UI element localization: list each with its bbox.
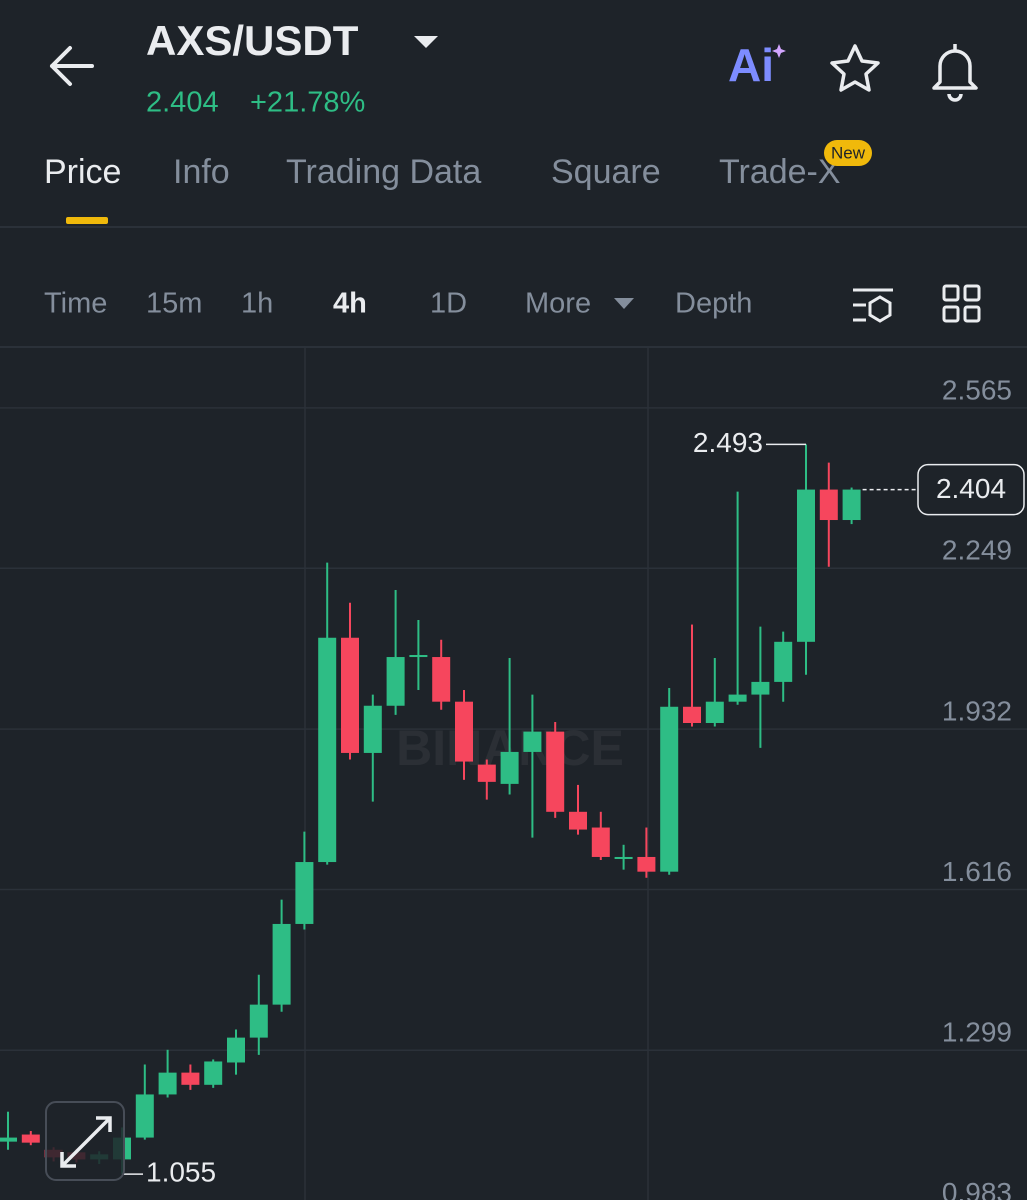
candle-body — [0, 1137, 17, 1142]
interval[interactable]: 1D — [430, 288, 467, 320]
candle-body — [455, 701, 473, 762]
y-tick-label: 2.565 — [942, 374, 1012, 405]
ai-button[interactable]: Ai — [728, 39, 786, 91]
new-badge-text: New — [831, 143, 866, 162]
candle-body — [135, 1094, 154, 1138]
pair-title[interactable]: AXS/USDT — [146, 17, 359, 64]
candle-body — [432, 657, 451, 702]
candle-body — [797, 489, 815, 642]
interval[interactable]: 4h — [333, 288, 367, 320]
new-badge — [824, 140, 872, 166]
candle-body — [363, 705, 382, 753]
layout-cell — [963, 305, 981, 323]
indicator-settings[interactable] — [853, 288, 893, 323]
candle-body — [774, 641, 793, 682]
layout-button[interactable] — [942, 284, 981, 323]
candle-body — [477, 764, 496, 782]
candle-body — [546, 731, 565, 812]
notification-button[interactable] — [932, 44, 978, 102]
candlestick-chart: BINANCE 2.5652.2491.9321.6161.2990.9832.… — [0, 348, 1027, 1200]
settings-lines — [853, 288, 893, 322]
candle-body — [523, 731, 542, 752]
fullscreen-button[interactable] — [45, 1101, 125, 1181]
interval[interactable]: 1h — [241, 288, 273, 320]
ai-sparkle — [772, 44, 786, 58]
tab-indicator — [66, 217, 108, 224]
y-tick-label: 1.616 — [942, 856, 1012, 887]
candle-body — [21, 1134, 40, 1143]
interval[interactable]: 15m — [146, 288, 202, 320]
tab[interactable]: Trading Data — [286, 153, 481, 191]
min-label: 1.055 — [146, 1157, 216, 1188]
interval[interactable]: Depth — [675, 288, 752, 320]
last-price-label: 2.404 — [936, 473, 1006, 504]
candle-body — [272, 923, 291, 1005]
price-change: +21.78% — [250, 87, 365, 119]
bell-clapper — [947, 93, 963, 102]
candle-body — [728, 694, 747, 702]
candle-body — [295, 862, 314, 924]
last-price: 2.404 — [146, 87, 219, 119]
candle-body — [341, 637, 359, 753]
candle-body — [500, 751, 519, 784]
layout-cell — [942, 284, 960, 302]
interval[interactable]: More — [525, 288, 591, 320]
layout-cell — [963, 284, 981, 302]
more-dropdown[interactable] — [614, 298, 634, 309]
y-tick-label: 2.249 — [942, 535, 1012, 566]
candle-body — [819, 489, 838, 521]
ai-icon: Ai — [728, 39, 774, 91]
y-tick-label: 1.299 — [942, 1017, 1012, 1048]
candle-body — [158, 1072, 177, 1095]
tab[interactable]: Info — [173, 153, 230, 191]
max-label: 2.493 — [693, 427, 763, 458]
back-icon — [50, 46, 94, 86]
y-tick-label: 1.932 — [942, 695, 1012, 726]
candle-body — [591, 827, 610, 857]
candle-body — [705, 701, 724, 724]
interval[interactable]: Time — [44, 288, 107, 320]
tab[interactable]: Trade-X — [719, 153, 841, 191]
candle-body — [683, 706, 701, 724]
pair-dropdown[interactable] — [414, 36, 438, 48]
settings-hex — [868, 295, 892, 323]
candle-body — [227, 1037, 245, 1063]
candle-body — [842, 489, 861, 521]
tab[interactable]: Price — [44, 153, 121, 191]
back-button[interactable] — [50, 46, 94, 86]
candle-body — [249, 1004, 268, 1038]
candle-body — [204, 1061, 223, 1085]
candle-body — [660, 706, 679, 872]
candle-body — [409, 655, 428, 658]
candle-body — [181, 1072, 200, 1085]
candle-body — [614, 856, 633, 859]
tab[interactable]: Square — [551, 153, 661, 191]
favorite-button[interactable] — [830, 44, 880, 92]
candle-body — [318, 637, 337, 863]
last-price-box — [917, 463, 1025, 516]
candle-body — [751, 681, 770, 695]
candle-body — [637, 856, 656, 872]
fullscreen-icon — [60, 1116, 112, 1168]
layout-cell — [942, 305, 960, 323]
bell-icon — [932, 49, 978, 90]
y-tick-label: 0.983 — [942, 1177, 1012, 1200]
candle-body — [386, 657, 405, 706]
candle-body — [569, 811, 587, 830]
